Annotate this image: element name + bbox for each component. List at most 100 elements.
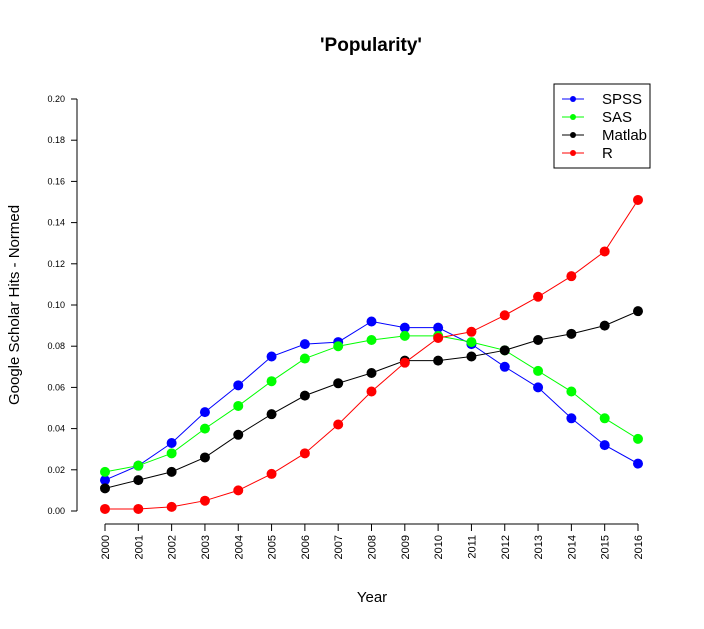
x-tick-label: 2000 bbox=[100, 535, 112, 559]
data-point bbox=[566, 328, 577, 339]
chart-title: 'Popularity' bbox=[320, 35, 422, 56]
x-tick-label: 2004 bbox=[233, 535, 245, 559]
data-point bbox=[366, 386, 377, 397]
series-line bbox=[104, 335, 639, 473]
series-line bbox=[105, 199, 639, 510]
x-tick-label: 2007 bbox=[333, 535, 345, 559]
y-tick-label: 0.18 bbox=[47, 135, 65, 145]
x-tick-label: 2014 bbox=[566, 535, 578, 559]
data-point bbox=[533, 382, 544, 393]
legend-marker bbox=[570, 132, 576, 138]
y-tick-label: 0.20 bbox=[47, 94, 65, 104]
legend-label: R bbox=[602, 145, 613, 162]
data-point bbox=[633, 458, 643, 469]
data-point bbox=[166, 466, 177, 477]
data-point bbox=[599, 440, 610, 451]
x-tick-label: 2005 bbox=[267, 535, 279, 559]
data-point bbox=[633, 306, 643, 317]
data-point bbox=[233, 429, 244, 440]
data-point bbox=[399, 322, 410, 333]
legend-label: SPSS bbox=[602, 91, 642, 108]
legend-marker bbox=[570, 114, 576, 120]
x-tick-label: 2006 bbox=[300, 535, 312, 559]
data-point bbox=[199, 452, 210, 463]
data-point bbox=[366, 335, 377, 346]
data-point bbox=[199, 407, 210, 418]
y-axis-label: Google Scholar Hits - Normed bbox=[6, 205, 23, 405]
data-point bbox=[599, 246, 610, 257]
data-point bbox=[233, 400, 244, 411]
x-tick-label: 2011 bbox=[466, 535, 478, 559]
x-tick-label: 2009 bbox=[400, 535, 412, 559]
y-tick-label: 0.16 bbox=[47, 176, 65, 186]
y-tick-label: 0.08 bbox=[47, 341, 65, 351]
data-point bbox=[333, 341, 344, 352]
data-point bbox=[533, 291, 544, 302]
data-point bbox=[566, 386, 577, 397]
x-tick-label: 2008 bbox=[367, 535, 379, 559]
x-tick-label: 2012 bbox=[500, 535, 512, 559]
data-point bbox=[566, 413, 577, 424]
data-point bbox=[233, 380, 244, 391]
data-point bbox=[533, 365, 544, 376]
y-tick-label: 0.00 bbox=[47, 506, 65, 516]
data-point bbox=[133, 503, 144, 514]
data-point bbox=[466, 351, 477, 362]
data-point bbox=[166, 501, 177, 512]
x-tick-label: 2010 bbox=[433, 535, 445, 559]
data-point bbox=[599, 320, 610, 331]
x-axis-label: Year bbox=[357, 589, 387, 606]
data-point bbox=[633, 194, 643, 205]
y-tick-label: 0.10 bbox=[47, 300, 65, 310]
y-tick-label: 0.06 bbox=[47, 382, 65, 392]
data-point bbox=[466, 337, 477, 348]
data-point bbox=[499, 345, 510, 356]
data-point bbox=[399, 357, 410, 368]
legend-box bbox=[553, 83, 651, 169]
data-point bbox=[333, 378, 344, 389]
axes: 0.00 0.02 0.04 0.06 0.08 0.10 0.12 0.14 0.16 0.18… bbox=[47, 94, 645, 559]
data-point bbox=[100, 483, 110, 494]
data-point bbox=[299, 353, 310, 364]
data-point bbox=[366, 316, 377, 327]
data-point bbox=[100, 503, 110, 514]
data-point bbox=[366, 367, 377, 378]
data-point bbox=[199, 423, 210, 434]
data-point bbox=[299, 339, 310, 350]
data-point bbox=[133, 460, 144, 471]
data-point bbox=[266, 409, 277, 420]
y-tick-label: 0.02 bbox=[47, 465, 65, 475]
x-tick-label: 2013 bbox=[533, 535, 545, 559]
legend-marker bbox=[570, 96, 576, 102]
data-point bbox=[533, 335, 544, 346]
data-point bbox=[433, 322, 444, 333]
data-point bbox=[100, 475, 110, 486]
x-tick-label: 2002 bbox=[167, 535, 179, 559]
data-point bbox=[133, 475, 144, 486]
data-point bbox=[299, 390, 310, 401]
x-tick-label: 2001 bbox=[133, 535, 145, 559]
data-point bbox=[633, 433, 643, 444]
data-point bbox=[399, 330, 410, 341]
data-point bbox=[100, 466, 110, 477]
y-tick-label: 0.12 bbox=[47, 259, 65, 269]
data-point bbox=[299, 448, 310, 459]
data-point bbox=[499, 310, 510, 321]
data-point bbox=[233, 485, 244, 496]
data-point bbox=[266, 468, 277, 479]
data-point bbox=[333, 419, 344, 430]
data-point bbox=[566, 271, 577, 282]
series-line bbox=[104, 320, 639, 481]
data-point bbox=[499, 361, 510, 372]
data-point bbox=[433, 332, 444, 343]
legend-label: SAS bbox=[602, 109, 632, 126]
series-layer bbox=[100, 194, 643, 514]
x-tick-label: 2016 bbox=[633, 535, 645, 559]
x-tick-label: 2015 bbox=[600, 535, 612, 559]
data-point bbox=[199, 495, 210, 506]
x-tick-label: 2003 bbox=[200, 535, 212, 559]
data-point bbox=[433, 355, 444, 366]
